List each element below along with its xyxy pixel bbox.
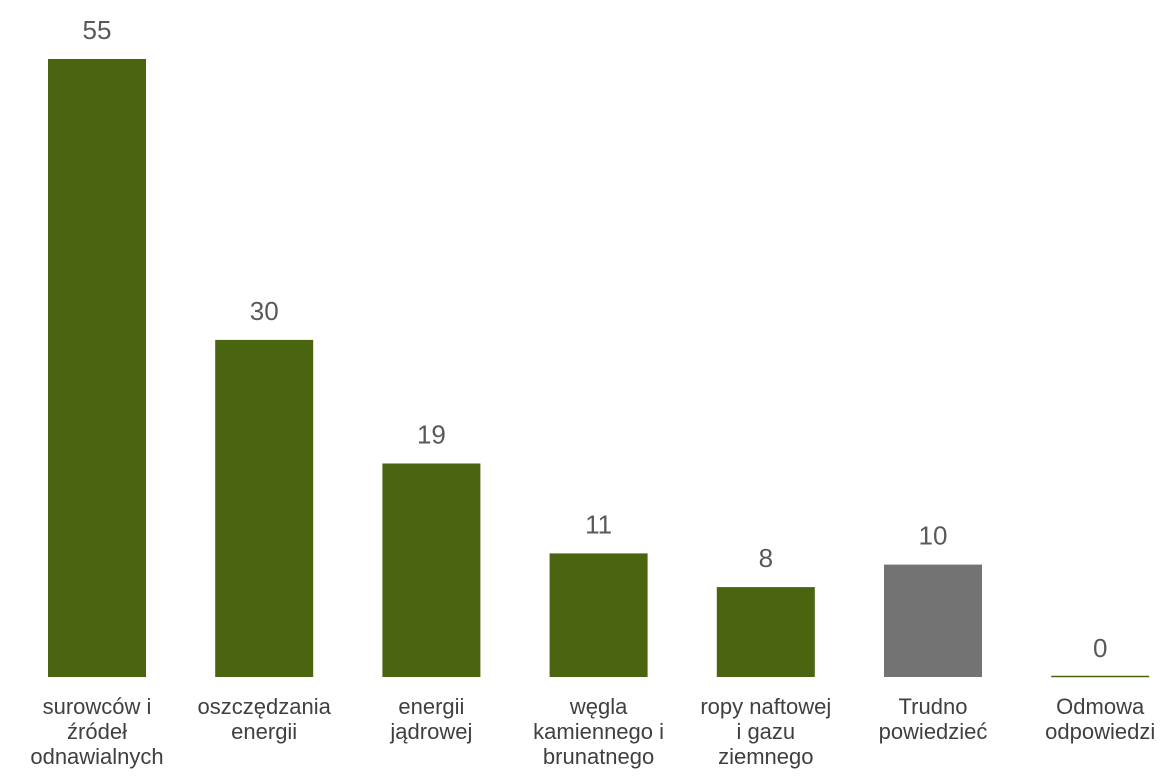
value-label: 10 xyxy=(919,521,948,551)
bar xyxy=(48,59,146,677)
value-labels-group: 55 30 19 11 8 10 0 xyxy=(83,15,1108,663)
value-label: 11 xyxy=(585,509,612,539)
category-label: ropy naftowej i gazu ziemnego xyxy=(700,694,832,769)
value-label: 55 xyxy=(83,15,112,45)
bar xyxy=(549,553,648,677)
category-label: oszczędzania energii xyxy=(197,694,331,744)
bars-group xyxy=(48,59,1150,678)
value-label: 30 xyxy=(250,296,279,326)
category-label: Odmowa odpowiedzi xyxy=(1045,694,1156,744)
category-label: surowców i źródeł odnawialnych xyxy=(30,694,164,769)
bar xyxy=(382,463,481,677)
category-label: energii jądrowej xyxy=(390,694,473,744)
bar xyxy=(716,587,815,677)
category-label: węgla kamiennego i brunatnego xyxy=(533,694,665,769)
bar xyxy=(884,564,982,677)
value-label: 8 xyxy=(759,543,773,573)
value-label: 0 xyxy=(1093,633,1107,663)
value-label: 19 xyxy=(417,420,446,450)
bar xyxy=(215,339,314,677)
category-label: Trudno powiedzieć xyxy=(878,694,988,744)
